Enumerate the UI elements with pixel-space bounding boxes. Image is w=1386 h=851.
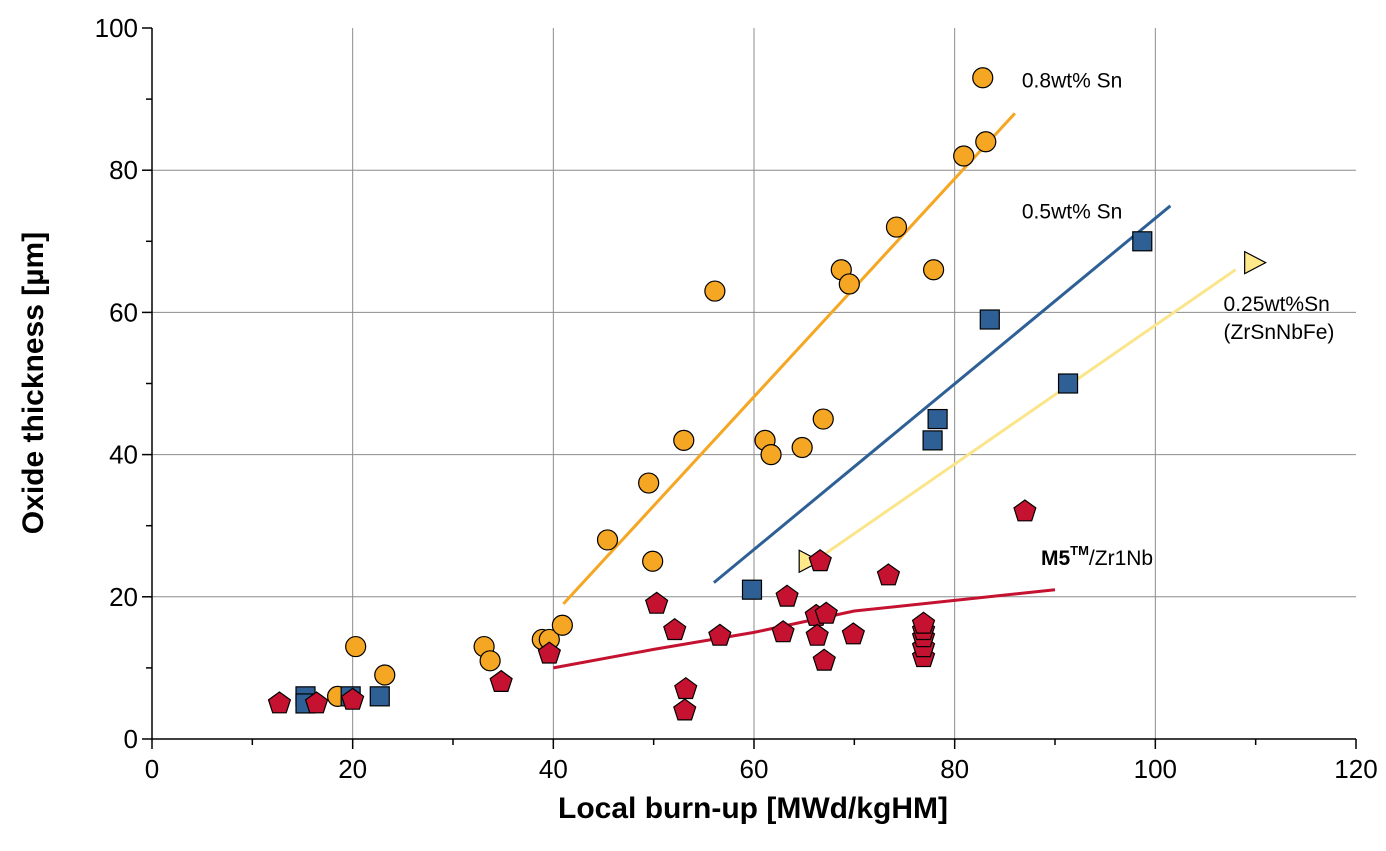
data-point-pentagon — [537, 641, 562, 664]
data-point-circle — [704, 280, 726, 302]
data-point-square — [979, 309, 1000, 330]
data-point-circle — [972, 67, 994, 89]
series-label-bold: M5 — [1041, 547, 1070, 570]
y-tick-label: 20 — [109, 582, 138, 612]
x-axis-title: Local burn-up [MWd/kgHM] — [558, 792, 948, 825]
series-label: 0.5wt% Sn — [1022, 201, 1122, 224]
data-point-pentagon — [673, 698, 697, 721]
data-point-circle — [975, 131, 997, 153]
data-point-pentagon — [876, 563, 901, 586]
data-point-square — [1057, 373, 1079, 394]
data-point-circle — [374, 664, 396, 686]
series-label: M5TM/Zr1Nb — [1041, 543, 1153, 570]
data-point-circle — [638, 472, 660, 494]
series-label: (ZrSnNbFe) — [1224, 321, 1335, 344]
fit-lines — [553, 112, 1237, 670]
y-tick-label: 80 — [109, 155, 138, 185]
data-point-circle — [953, 145, 975, 167]
x-tick-label: 20 — [338, 754, 367, 784]
data-point-circle — [642, 550, 664, 572]
data-point-pentagon — [644, 591, 669, 614]
data-point-pentagon — [841, 622, 866, 645]
fit-line — [712, 204, 1172, 584]
data-point-square — [922, 430, 943, 451]
data-point-triangle — [1244, 250, 1267, 275]
data-point-pentagon — [812, 648, 836, 671]
x-tick-label: 100 — [1134, 754, 1177, 784]
data-point-pentagon — [808, 549, 832, 572]
data-point-square — [741, 579, 763, 600]
data-markers — [267, 67, 1267, 721]
fit-line — [808, 268, 1237, 567]
data-point-circle — [791, 436, 813, 459]
data-point-circle — [922, 259, 945, 281]
y-axis-title: Oxide thickness [µm] — [17, 232, 50, 534]
data-point-circle — [551, 614, 573, 636]
data-point-pentagon — [663, 617, 687, 641]
data-point-circle — [345, 635, 367, 658]
x-tick-label: 80 — [940, 754, 969, 784]
data-point-pentagon — [805, 623, 829, 646]
x-tick-label: 120 — [1334, 754, 1377, 784]
data-point-pentagon — [489, 669, 513, 693]
data-point-square — [927, 408, 948, 430]
data-point-pentagon — [1013, 499, 1037, 522]
series-label: 0.25wt%Sn — [1224, 293, 1330, 316]
data-point-pentagon — [814, 601, 838, 624]
data-point-pentagon — [674, 676, 698, 700]
data-point-triangle — [798, 549, 822, 574]
data-point-pentagon — [775, 584, 799, 607]
data-point-circle — [885, 216, 908, 238]
data-point-pentagon — [708, 623, 732, 646]
data-point-pentagon — [267, 691, 292, 714]
data-point-pentagon — [911, 611, 936, 634]
data-point-pentagon — [771, 620, 795, 643]
data-point-pentagon — [340, 687, 365, 710]
series-label: 0.8wt% Sn — [1022, 70, 1122, 93]
y-tick-label: 40 — [109, 440, 138, 470]
series-label-superscript: TM — [1070, 543, 1089, 558]
data-point-circle — [596, 529, 619, 551]
x-tick-label: 60 — [740, 754, 769, 784]
data-point-square — [1132, 231, 1153, 252]
y-tick-label: 0 — [124, 724, 138, 754]
y-tick-label: 100 — [95, 13, 138, 43]
data-point-square — [369, 686, 390, 707]
fit-line — [553, 588, 1056, 670]
data-point-circle — [838, 273, 860, 295]
y-tick-label: 60 — [109, 297, 138, 327]
series-label-rest: /Zr1Nb — [1089, 547, 1153, 570]
data-point-circle — [812, 408, 834, 430]
x-tick-label: 40 — [539, 754, 568, 784]
data-point-circle — [760, 444, 782, 466]
data-point-circle — [479, 650, 501, 672]
x-tick-label: 0 — [145, 754, 159, 784]
data-point-pentagon — [304, 691, 329, 714]
series-labels: 0.8wt% Sn 0.5wt% Sn 0.25wt%Sn (ZrSnNbFe) M5T… — [1022, 70, 1335, 570]
data-point-circle — [673, 429, 695, 451]
fit-line — [562, 112, 1017, 605]
axes: 0 20 40 60 80 100 120 0 20 40 60 80 100 — [95, 13, 1378, 784]
